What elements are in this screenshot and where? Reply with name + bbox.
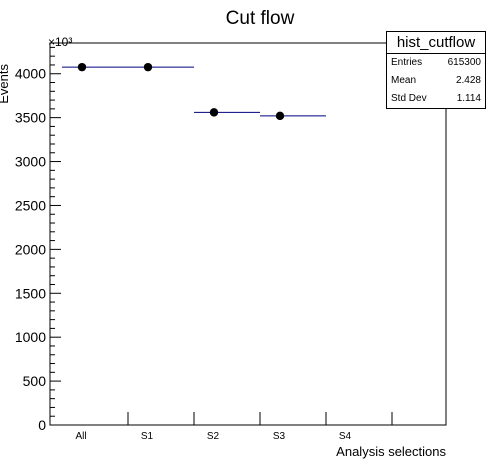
- stats-label: Std Dev: [391, 93, 427, 104]
- x-axis-label: Analysis selections: [336, 444, 446, 459]
- y-tick-label: 0: [38, 417, 46, 433]
- data-point: [77, 62, 87, 72]
- data-point: [209, 108, 219, 117]
- chart-title: Cut flow: [226, 8, 295, 29]
- x-tick-label: S4: [339, 431, 352, 442]
- y-tick-label: 2000: [15, 241, 46, 257]
- axes: 0 500 1000 1500 2000 2500 3000 3500 4000 All S1 S2 S…: [15, 46, 393, 442]
- data-point: [275, 111, 285, 121]
- stats-value: 2.428: [455, 75, 481, 86]
- y-tick-label: 1500: [15, 285, 46, 301]
- stats-row-mean: Mean 2.428: [387, 72, 485, 90]
- stats-row-stddev: Std Dev 1.114: [387, 90, 485, 108]
- x-tick-label: S1: [141, 431, 154, 442]
- y-tick-label: 1000: [15, 329, 46, 345]
- y-scale-exponent: ×10³: [48, 35, 72, 49]
- stats-title: hist_cutflow: [387, 32, 485, 54]
- plot-frame: [49, 42, 447, 426]
- x-tick-label: S2: [207, 431, 220, 442]
- x-tick-label: S3: [273, 431, 286, 442]
- y-tick-label: 3000: [15, 154, 46, 170]
- y-tick-label: 2500: [15, 197, 46, 213]
- data-point: [143, 62, 153, 72]
- stats-row-entries: Entries 615300: [387, 54, 485, 72]
- stats-label: Entries: [391, 57, 423, 68]
- y-tick-label: 500: [23, 373, 47, 389]
- data-marks: [62, 62, 326, 121]
- stats-box: hist_cutflow Entries 615300 Mean 2.428 S…: [386, 31, 486, 109]
- x-tick-label: All: [75, 431, 86, 442]
- stats-value: 1.114: [456, 93, 481, 104]
- y-axis-label: Events: [0, 64, 11, 104]
- y-tick-label: 4000: [15, 66, 46, 82]
- y-tick-label: 3500: [15, 110, 46, 126]
- stats-label: Mean: [391, 75, 417, 86]
- stats-value: 615300: [447, 57, 481, 68]
